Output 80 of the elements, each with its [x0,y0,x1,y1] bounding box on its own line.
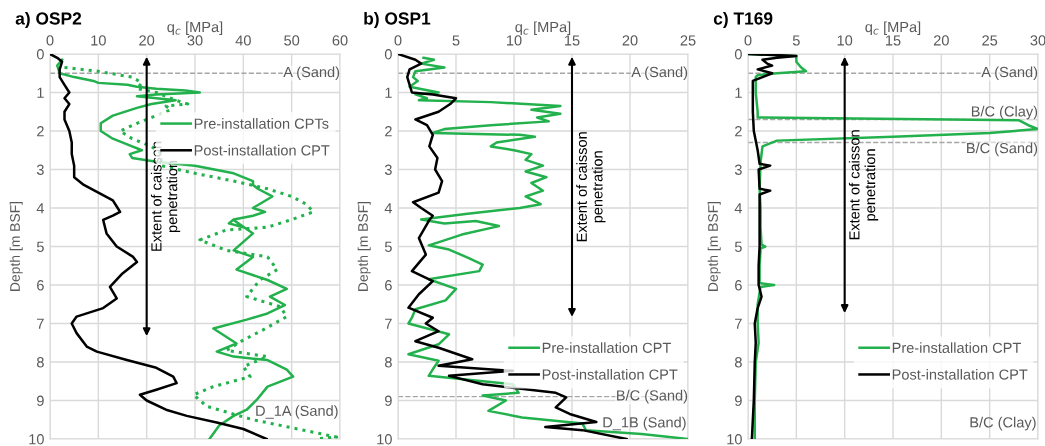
y-tick-label: 8 [36,357,44,368]
ref-line-label: B/C (Sand) [617,389,688,404]
y-tick-label: 1 [385,87,392,98]
y-tick-label: 4 [36,203,45,214]
ref-line-label: A (Sand) [981,66,1038,81]
chart-title: b) OSP1 [364,11,431,29]
y-tick-label: 1 [735,87,742,98]
y-tick-label: 6 [385,280,392,291]
y-tick-label: 3 [36,164,44,175]
y-tick-label: 5 [734,241,742,252]
x-tick-label: 5 [792,35,800,46]
x-tick-label: 10 [837,35,853,46]
x-tick-label: 40 [235,35,251,46]
annotation: Extent of caisson penetration [848,130,879,240]
y-tick-label: 10 [29,434,44,445]
x-tick-label: 30 [187,35,203,46]
x-tick-label: 0 [46,35,54,46]
y-tick-label: 7 [735,318,742,329]
y-tick-label: 0 [734,49,742,60]
x-tick-label: 30 [1030,35,1045,46]
annotation: D_1B (Sand) [603,416,686,431]
y-tick-label: 4 [734,203,743,214]
y-axis-title: Depth [m BSF] [9,201,23,291]
x-tick-label: 0 [744,35,752,46]
y-tick-label: 5 [384,241,392,252]
ref-line-label: B/C (Clay) [971,105,1038,120]
annotation: Extent of caisson penetration [150,141,181,251]
y-tick-label: 6 [735,280,742,291]
x-axis-title: q$_{c}$ [MPa] [865,21,921,36]
y-tick-label: 7 [385,318,392,329]
chart-title: c) T169 [713,11,773,29]
ref-line-label: A (Sand) [283,66,340,81]
y-tick-label: 6 [37,280,44,291]
x-tick-label: 0 [394,35,402,46]
x-tick-label: 50 [284,35,300,46]
x-tick-label: 10 [507,35,522,46]
x-tick-label: 15 [565,35,580,46]
x-tick-label: 10 [91,35,106,46]
y-tick-label: 2 [735,126,742,137]
y-axis-title: Depth [m BSF] [707,201,721,291]
x-tick-label: 60 [332,35,348,46]
y-tick-label: 3 [384,164,392,175]
legend-label: Post-installation CPT [194,144,330,156]
chart-title: a) OSP2 [15,11,82,29]
x-tick-label: 5 [452,35,460,46]
legend-label: Post-installation CPT [542,369,678,380]
x-tick-label: 20 [139,35,155,46]
annotation: B/C (Clay) [970,416,1036,431]
y-tick-label: 9 [385,395,392,406]
x-tick-label: 20 [933,35,949,46]
ref-line-label: B/C (Sand) [967,142,1038,157]
y-tick-label: 10 [377,434,392,445]
y-tick-label: 4 [384,203,393,214]
y-tick-label: 3 [734,164,742,175]
y-tick-label: 2 [37,126,44,137]
x-tick-label: 20 [622,35,638,46]
legend-label: Pre-installation CPT [542,342,671,353]
y-tick-label: 9 [37,395,44,406]
y-tick-label: 8 [734,357,742,368]
x-tick-label: 25 [680,35,696,46]
y-tick-label: 5 [36,241,44,252]
legend-label: Pre-installation CPT [892,342,1021,353]
legend-label: Post-installation CPT [892,369,1028,380]
x-tick-label: 25 [982,35,998,46]
y-tick-label: 7 [37,318,44,329]
annotation: D_1A (Sand) [256,405,338,419]
annotation: Extent of caisson penetration [576,132,606,242]
y-tick-label: 10 [727,434,742,445]
y-tick-label: 9 [735,395,742,406]
x-axis-title: q$_{c}$ [MPa] [167,21,223,36]
x-tick-label: 15 [886,35,901,46]
y-tick-label: 8 [384,357,392,368]
legend-label: Pre-installation CPTs [194,118,329,129]
x-axis-title: q$_{c}$ [MPa] [515,21,571,36]
y-tick-label: 0 [384,49,392,60]
y-axis-title: Depth [m BSF] [357,201,371,291]
ref-line-label: A (Sand) [631,66,688,81]
y-tick-label: 0 [36,49,44,60]
y-tick-label: 2 [385,126,392,137]
y-tick-label: 1 [37,87,44,98]
